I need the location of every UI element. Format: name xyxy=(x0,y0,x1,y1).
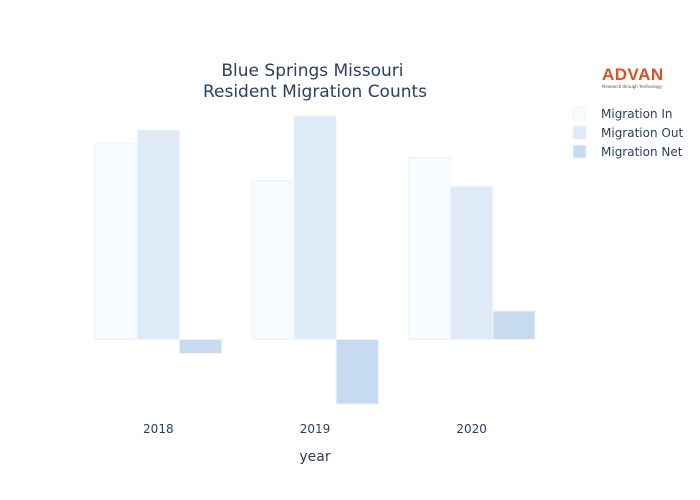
legend-swatch-migration-out[interactable] xyxy=(572,125,587,140)
x-tick-label-2018: 2018 xyxy=(143,422,174,436)
bar-migration-out-2020[interactable] xyxy=(450,185,494,341)
x-axis-title: year xyxy=(299,449,330,465)
bar-migration-net-2020[interactable] xyxy=(492,310,536,341)
chart-title-line-2: Resident Migration Counts xyxy=(203,82,427,102)
bar-migration-in-2019[interactable] xyxy=(251,179,295,341)
legend-label-migration-in[interactable]: Migration In xyxy=(601,107,673,121)
bar-migration-net-2019[interactable] xyxy=(335,339,379,405)
bar-migration-in-2018[interactable] xyxy=(94,143,138,341)
logo-tagline: Research through Technology xyxy=(602,84,662,89)
legend-swatch-migration-net[interactable] xyxy=(572,144,587,159)
advan-logo: ADVAN Research through Technology xyxy=(602,66,672,90)
legend-swatch-migration-in[interactable] xyxy=(572,106,587,121)
x-axis-ticks: 2018 2019 2020 xyxy=(143,422,487,436)
chart-title-line-1: Blue Springs Missouri xyxy=(221,61,403,81)
bar-migration-net-2018[interactable] xyxy=(178,339,223,354)
chart-title: Blue Springs Missouri Resident Migration… xyxy=(203,61,427,102)
bar-migration-out-2019[interactable] xyxy=(293,115,337,341)
legend-label-migration-out[interactable]: Migration Out xyxy=(601,126,683,140)
x-tick-label-2020: 2020 xyxy=(456,422,487,436)
logo-brand: ADVAN xyxy=(602,65,664,84)
legend[interactable]: Migration In Migration Out Migration Net xyxy=(572,106,683,159)
bar-migration-in-2020[interactable] xyxy=(407,157,452,341)
bar-migration-out-2018[interactable] xyxy=(136,129,180,341)
x-tick-label-2019: 2019 xyxy=(300,422,331,436)
bars-layer xyxy=(94,115,536,405)
legend-label-migration-net[interactable]: Migration Net xyxy=(601,145,683,159)
